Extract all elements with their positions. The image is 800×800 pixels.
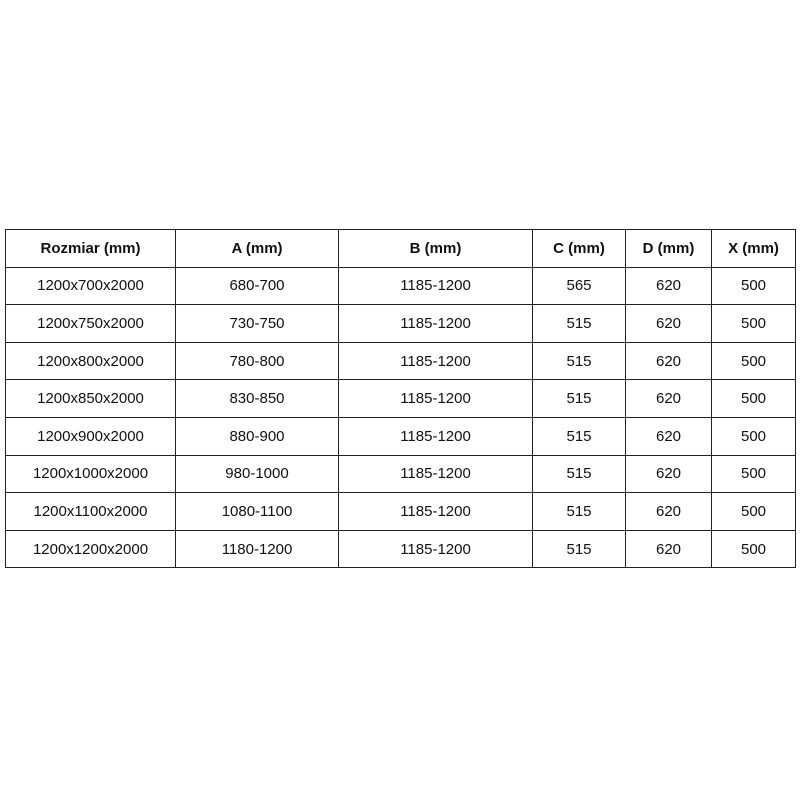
table-cell: 500 bbox=[711, 304, 796, 343]
column-header: D (mm) bbox=[625, 229, 712, 268]
table-row: 1200x800x2000 780-800 1185-1200 515 620 500 bbox=[5, 341, 796, 381]
table-cell: 620 bbox=[625, 529, 712, 569]
table-cell: 500 bbox=[711, 529, 796, 569]
table-cell: 620 bbox=[625, 454, 712, 494]
table-cell: 565 bbox=[532, 266, 626, 306]
table-cell: 500 bbox=[711, 266, 796, 306]
table-cell: 1185-1200 bbox=[338, 379, 533, 418]
column-header: Rozmiar (mm) bbox=[5, 229, 176, 268]
table-cell: 880-900 bbox=[175, 416, 339, 456]
table-row: 1200x1200x2000 1180-1200 1185-1200 515 620 50… bbox=[5, 529, 796, 569]
table-cell: 620 bbox=[625, 266, 712, 306]
table-cell: 515 bbox=[532, 379, 626, 418]
table-cell: 500 bbox=[711, 492, 796, 531]
table-cell: 1200x1100x2000 bbox=[5, 492, 176, 531]
table-row: 1200x1100x2000 1080-1100 1185-1200 515 620 50… bbox=[5, 492, 796, 531]
table-row: 1200x700x2000 680-700 1185-1200 565 620 500 bbox=[5, 266, 796, 306]
table-cell: 830-850 bbox=[175, 379, 339, 418]
table-cell: 500 bbox=[711, 379, 796, 418]
table-cell: 1185-1200 bbox=[338, 416, 533, 456]
table-cell: 515 bbox=[532, 529, 626, 569]
table-cell: 515 bbox=[532, 492, 626, 531]
table-cell: 515 bbox=[532, 454, 626, 494]
table-cell: 1185-1200 bbox=[338, 454, 533, 494]
table-cell: 1200x1200x2000 bbox=[5, 529, 176, 569]
table-row: 1200x850x2000 830-850 1185-1200 515 620 500 bbox=[5, 379, 796, 418]
table-cell: 1185-1200 bbox=[338, 492, 533, 531]
table-cell: 500 bbox=[711, 341, 796, 381]
column-header: X (mm) bbox=[711, 229, 796, 268]
table-cell: 1185-1200 bbox=[338, 266, 533, 306]
table-cell: 730-750 bbox=[175, 304, 339, 343]
table-cell: 1200x800x2000 bbox=[5, 341, 176, 381]
column-header: B (mm) bbox=[338, 229, 533, 268]
table-cell: 620 bbox=[625, 341, 712, 381]
table-cell: 1200x850x2000 bbox=[5, 379, 176, 418]
table-cell: 680-700 bbox=[175, 266, 339, 306]
table-cell: 620 bbox=[625, 379, 712, 418]
table-row: 1200x1000x2000 980-1000 1185-1200 515 620 500 bbox=[5, 454, 796, 494]
table-row: 1200x900x2000 880-900 1185-1200 515 620 500 bbox=[5, 416, 796, 456]
table-cell: 500 bbox=[711, 416, 796, 456]
table-cell: 1200x1000x2000 bbox=[5, 454, 176, 494]
table-cell: 1200x700x2000 bbox=[5, 266, 176, 306]
table-cell: 1185-1200 bbox=[338, 341, 533, 381]
table-cell: 780-800 bbox=[175, 341, 339, 381]
table-cell: 515 bbox=[532, 416, 626, 456]
table-cell: 620 bbox=[625, 492, 712, 531]
header-row: Rozmiar (mm) A (mm) B (mm) C (mm) D (mm) X (m… bbox=[5, 229, 796, 268]
table-cell: 1200x750x2000 bbox=[5, 304, 176, 343]
column-header: A (mm) bbox=[175, 229, 339, 268]
dimensions-table: Rozmiar (mm) A (mm) B (mm) C (mm) D (mm) X (m… bbox=[5, 229, 796, 569]
table-cell: 500 bbox=[711, 454, 796, 494]
table-cell: 620 bbox=[625, 304, 712, 343]
table-cell: 1200x900x2000 bbox=[5, 416, 176, 456]
column-header: C (mm) bbox=[532, 229, 626, 268]
table-cell: 980-1000 bbox=[175, 454, 339, 494]
table-cell: 1185-1200 bbox=[338, 304, 533, 343]
table-cell: 515 bbox=[532, 341, 626, 381]
table-cell: 1185-1200 bbox=[338, 529, 533, 569]
table-cell: 1080-1100 bbox=[175, 492, 339, 531]
table-row: 1200x750x2000 730-750 1185-1200 515 620 500 bbox=[5, 304, 796, 343]
table-cell: 515 bbox=[532, 304, 626, 343]
table-cell: 620 bbox=[625, 416, 712, 456]
table-cell: 1180-1200 bbox=[175, 529, 339, 569]
